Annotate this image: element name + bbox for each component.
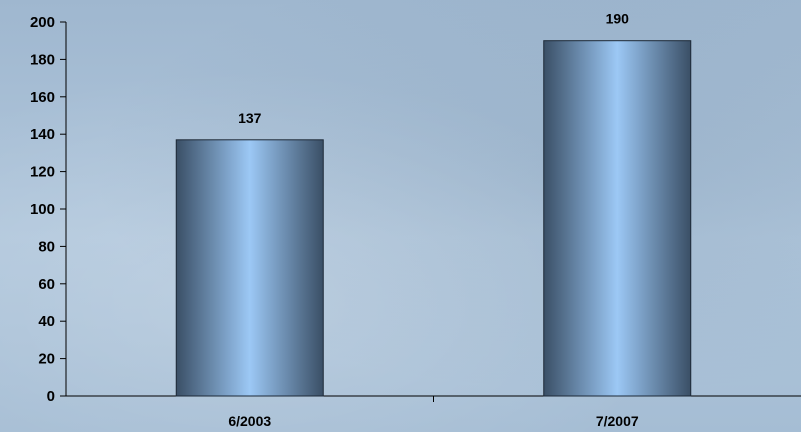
x-category-label: 6/2003 (228, 413, 271, 429)
y-tick-label: 160 (30, 89, 55, 106)
y-tick-label: 200 (30, 14, 55, 31)
data-label: 137 (238, 110, 262, 126)
y-tick-label: 100 (30, 201, 55, 218)
y-tick-label: 120 (30, 164, 55, 181)
labels: 137 6/2003 190 7/2007 (228, 11, 639, 429)
y-tick-label: 0 (47, 388, 55, 405)
data-label: 190 (606, 11, 630, 27)
bar-1 (175, 139, 324, 397)
y-axis-ticks: 0 20 40 60 80 100 120 140 160 180 200 (30, 14, 434, 405)
y-tick-label: 20 (38, 351, 55, 368)
x-category-label: 7/2007 (596, 413, 639, 429)
bars (175, 40, 692, 397)
y-tick-label: 80 (38, 238, 55, 255)
bar-2 (543, 40, 692, 397)
y-tick-label: 180 (30, 51, 55, 68)
y-tick-label: 140 (30, 126, 55, 143)
y-tick-label: 40 (38, 313, 55, 330)
y-tick-label: 60 (38, 276, 55, 293)
